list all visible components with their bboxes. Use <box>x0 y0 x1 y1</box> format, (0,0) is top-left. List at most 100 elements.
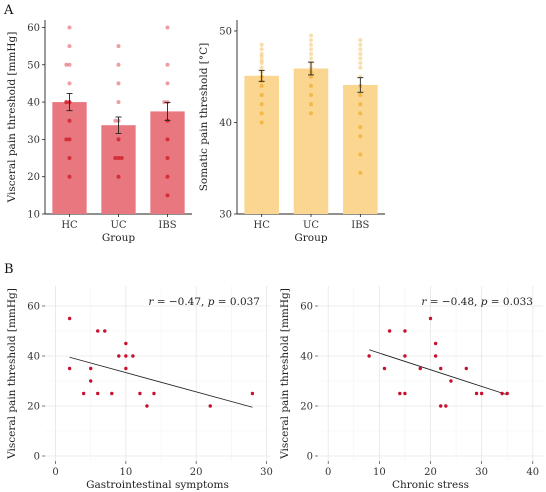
regression-line <box>69 356 253 408</box>
data-point <box>259 58 264 63</box>
data-point <box>165 174 170 179</box>
data-point <box>124 341 128 346</box>
data-point <box>309 47 313 52</box>
data-point <box>152 391 156 396</box>
y-axis-title: Visceral pain threshold [mmHg] <box>6 288 18 460</box>
correlation-annotation: r = −0.48, p = 0.033 <box>421 296 533 308</box>
data-point <box>500 391 504 396</box>
data-point <box>165 193 170 198</box>
y-tick-label: 30 <box>27 135 40 146</box>
data-point <box>67 62 72 67</box>
data-point <box>67 366 72 371</box>
stat-value: = −0.47, <box>153 296 207 308</box>
data-point <box>208 404 212 408</box>
y-axis-title: Visceral pain threshold [mmHg] <box>279 288 291 460</box>
data-point <box>116 100 121 105</box>
data-point <box>259 47 264 52</box>
data-point <box>116 174 121 179</box>
data-point <box>259 42 264 47</box>
correlation-annotation: r = −0.47, p = 0.037 <box>148 296 260 308</box>
y-tick-label: 40 <box>300 352 313 363</box>
x-tick-label: HC <box>253 220 270 231</box>
data-point <box>165 25 170 30</box>
y-tick-label: 10 <box>27 210 40 221</box>
data-point <box>67 25 72 30</box>
data-point <box>165 62 170 67</box>
data-point <box>259 83 264 88</box>
y-tick-label: 40 <box>27 352 40 363</box>
data-point <box>464 366 468 371</box>
data-point <box>116 44 121 49</box>
data-point <box>64 62 69 67</box>
data-point <box>433 354 438 358</box>
data-point <box>67 156 72 161</box>
data-point <box>259 102 264 107</box>
data-point <box>358 42 363 47</box>
data-point <box>358 170 363 175</box>
data-point <box>116 156 121 161</box>
data-point <box>165 137 170 142</box>
data-point <box>387 329 392 333</box>
data-point <box>64 100 69 105</box>
y-tick-label: 60 <box>27 302 40 313</box>
data-point <box>403 329 407 333</box>
data-point <box>358 61 363 66</box>
y-tick-label: 0 <box>307 452 313 463</box>
data-point <box>113 118 118 123</box>
data-point <box>67 137 72 142</box>
x-tick-label: IBS <box>351 220 369 231</box>
x-tick-label: 40 <box>526 467 539 478</box>
y-tick-label: 20 <box>300 402 313 413</box>
data-point <box>358 65 363 70</box>
y-tick-label: 40 <box>219 118 232 129</box>
x-tick-label: 10 <box>373 467 386 478</box>
data-point <box>89 379 93 383</box>
data-point <box>358 102 363 107</box>
y-tick-label: 0 <box>34 452 40 463</box>
data-point <box>309 93 313 98</box>
data-point <box>358 56 363 61</box>
data-point <box>403 354 407 358</box>
data-point <box>479 391 484 396</box>
data-point <box>474 391 479 396</box>
data-point <box>67 81 72 86</box>
gi-symptoms-scatter: 0 20 40 60 0 10 20 30 r = −0.47, p = 0.037 Gastro… <box>6 286 273 491</box>
y-tick-label: 50 <box>219 26 232 37</box>
data-point <box>64 137 69 142</box>
data-point <box>259 93 264 98</box>
regression-line <box>368 349 508 396</box>
data-point <box>358 47 363 52</box>
data-point <box>131 354 135 358</box>
x-tick-label: 20 <box>190 467 203 478</box>
stat-value: = −0.48, <box>426 296 480 308</box>
data-point <box>259 111 264 116</box>
data-point <box>309 111 313 116</box>
x-tick-label: UC <box>303 220 319 231</box>
stat-symbol: r <box>148 296 154 308</box>
data-point <box>162 100 167 105</box>
data-point <box>117 354 121 358</box>
data-point <box>113 156 118 161</box>
data-point <box>398 391 402 396</box>
somatic-threshold-bar-chart: 30 40 50 HC UC IBS Group Somatic pain threshold… <box>198 20 385 244</box>
data-point <box>124 366 128 371</box>
stat-symbol: p <box>481 296 488 308</box>
data-point <box>259 61 264 66</box>
data-point <box>119 156 124 161</box>
x-axis-title: Gastrointestinal symptoms <box>86 479 229 491</box>
data-point <box>358 134 363 139</box>
data-point <box>418 366 422 371</box>
data-point <box>67 44 72 49</box>
panel-label-b: B <box>4 262 14 277</box>
data-point <box>309 74 313 79</box>
visceral-threshold-bar-chart: 10 20 30 40 50 60 HC UC IBS Group Visceral pain th… <box>6 20 192 244</box>
x-tick-label: 0 <box>325 467 331 478</box>
data-point <box>358 38 363 43</box>
y-tick-label: 30 <box>219 210 232 221</box>
x-tick-label: 20 <box>424 467 437 478</box>
stat-symbol: p <box>208 296 215 308</box>
data-point <box>67 174 72 179</box>
data-point <box>309 33 313 38</box>
y-tick-label: 40 <box>27 98 40 109</box>
